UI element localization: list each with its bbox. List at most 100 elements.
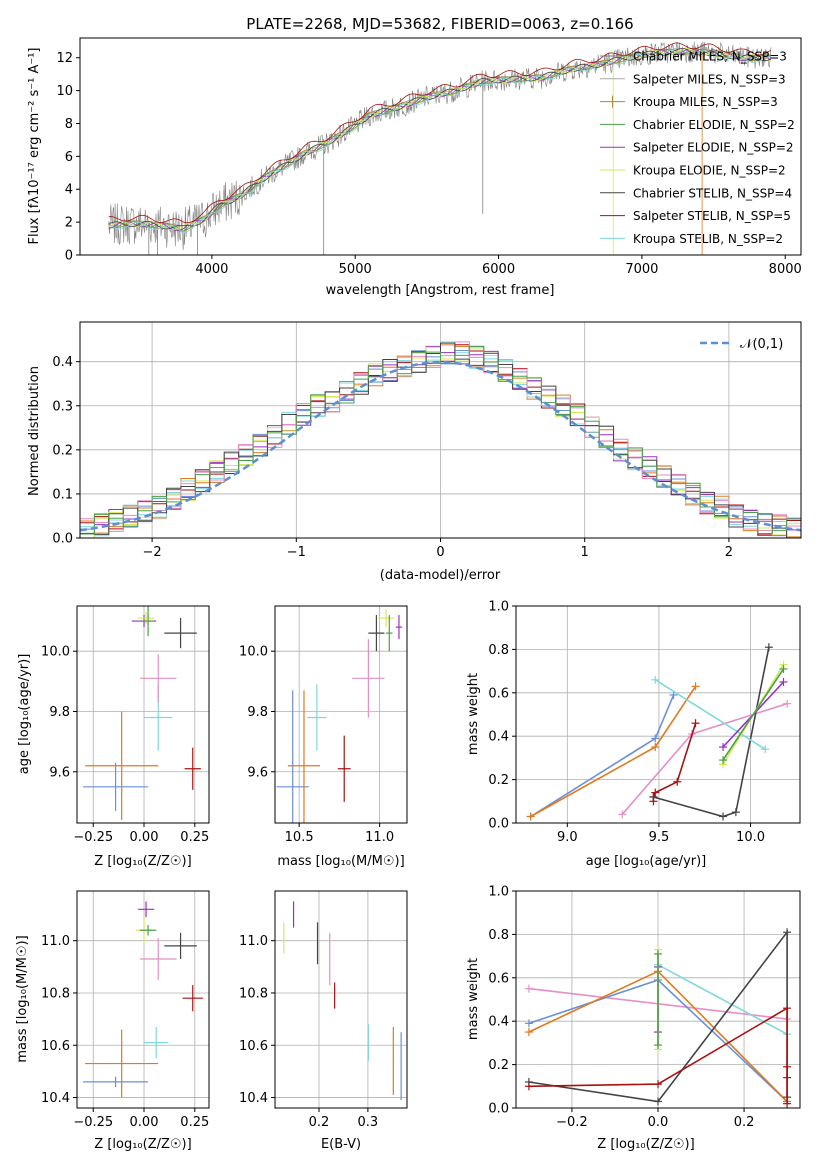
y-tick-label: 0.4 [52, 355, 73, 370]
y-tick-label: 11.0 [41, 934, 70, 949]
x-tick-label: −0.2 [556, 1115, 588, 1130]
weight-line [722, 668, 785, 761]
axes-frame [76, 605, 210, 824]
weight-line [654, 679, 766, 750]
z-weight-panel: −0.2 0.0 0.2 0.0 0.2 0.4 0.6 0.8 1.0 [488, 885, 801, 1130]
legend-entry-label: Salpeter MILES, N_SSP=3 [633, 72, 786, 86]
y-tick-label: 2 [65, 216, 73, 231]
plot-area [526, 643, 792, 821]
x-tick-label: 0.00 [130, 1115, 159, 1130]
x-tick-label: 0.2 [309, 1115, 330, 1130]
z-age-ylabel: age [log₁₀(age/yr)] [17, 654, 32, 775]
z-mass-ylabel: mass [log₁₀(M/M☉)] [15, 935, 30, 1062]
spectrum-xlabel: wavelength [Angstrom, rest frame] [326, 283, 555, 298]
x-tick-label: 11.0 [365, 830, 394, 845]
plot-area [83, 606, 201, 820]
x-tick-label: 10.5 [285, 830, 314, 845]
y-tick-label: 1.0 [488, 600, 509, 615]
y-tick-label: 10.6 [239, 1039, 268, 1054]
y-tick-label: 0.0 [488, 1102, 509, 1117]
axes-frame [274, 890, 408, 1109]
spectrum-ylabel: Flux [fλ10⁻¹⁷ erg cm⁻² s⁻¹ A⁻¹] [27, 48, 42, 245]
x-tick-label: 6000 [482, 262, 515, 277]
x-tick-label: 0.0 [648, 1115, 669, 1130]
x-tick-label: 2 [725, 545, 733, 560]
x-tick-label: 0 [436, 545, 444, 560]
ebv-mass-panel: 0.2 0.3 10.4 10.6 10.8 11.0 [239, 890, 408, 1130]
spectrum-legend: Chabrier MILES, N_SSP=3 Salpeter MILES, N… [600, 50, 795, 246]
x-tick-label: 0.3 [358, 1115, 379, 1130]
legend-entry-label: Chabrier ELODIE, N_SSP=2 [633, 118, 795, 132]
z-weight-xlabel: Z [log₁₀(Z/Z☉)] [597, 1137, 694, 1152]
axes-frame [76, 890, 210, 1109]
age-weight-panel: 9.0 9.5 10.0 0.0 0.2 0.4 0.6 0.8 1.0 [488, 600, 801, 845]
y-tick-label: 0.4 [488, 1015, 509, 1030]
y-tick-label: 0.6 [488, 971, 509, 986]
z-mass-xlabel: Z [log₁₀(Z/Z☉)] [94, 1137, 191, 1152]
weight-line [530, 685, 697, 818]
mass-age-xlabel: mass [log₁₀(M/M☉)] [277, 854, 404, 869]
z-age-xlabel: Z [log₁₀(Z/Z☉)] [94, 854, 191, 869]
x-tick-label: 9.0 [557, 830, 578, 845]
y-tick-label: 10.4 [239, 1091, 268, 1106]
x-tick-label: −0.25 [73, 830, 113, 845]
y-tick-label: 9.6 [247, 765, 268, 780]
y-tick-label: 0.2 [488, 773, 509, 788]
residual-ylabel: Normed distribution [27, 366, 42, 496]
weight-line [652, 722, 697, 802]
x-tick-label: −0.25 [73, 1115, 113, 1130]
z-age-panel: −0.25 0.00 0.25 9.6 9.8 10.0 [41, 605, 210, 845]
legend-entry-label: Kroupa STELIB, N_SSP=2 [633, 232, 783, 246]
x-tick-label: 0.25 [180, 830, 209, 845]
y-tick-label: 8 [65, 117, 73, 132]
x-tick-label: 7000 [625, 262, 658, 277]
y-tick-label: 12 [56, 51, 73, 66]
plot-area [83, 901, 203, 1098]
y-tick-label: 9.8 [49, 705, 70, 720]
y-tick-label: 10.4 [41, 1091, 70, 1106]
y-tick-label: 4 [65, 183, 73, 198]
y-tick-label: 0.2 [52, 443, 73, 458]
y-tick-label: 0.6 [488, 686, 509, 701]
plot-area [108, 41, 772, 255]
y-tick-label: 10.8 [239, 986, 268, 1001]
plot-area [80, 341, 801, 538]
model-spectrum-line [108, 47, 771, 231]
x-tick-label: 9.5 [649, 830, 670, 845]
y-tick-label: 10.8 [41, 986, 70, 1001]
ebv-mass-xlabel: E(B-V) [321, 1137, 361, 1152]
x-tick-label: −2 [143, 545, 162, 560]
gaussian-legend-label: 𝒩(0,1) [740, 337, 783, 352]
model-spectrum-line [108, 50, 771, 233]
model-spectrum-line [108, 47, 772, 230]
legend-entry-label: Kroupa MILES, N_SSP=3 [633, 95, 778, 109]
x-tick-label: 10.0 [736, 830, 765, 845]
weight-line [657, 964, 788, 1035]
y-tick-label: 0.0 [488, 817, 509, 832]
axes-frame [515, 605, 801, 824]
y-tick-label: 10.6 [41, 1039, 70, 1054]
y-tick-label: 0.8 [488, 928, 509, 943]
weight-line [530, 694, 675, 818]
weight-line [528, 1006, 788, 1104]
weight-line [621, 702, 788, 815]
legend-entry-label: Salpeter ELODIE, N_SSP=2 [633, 141, 794, 155]
z-mass-panel: −0.25 0.00 0.25 10.4 10.6 10.8 11.0 [41, 890, 210, 1130]
y-tick-label: 9.8 [247, 705, 268, 720]
residual-histogram-panel: −2 −1 0 1 2 0.0 0.1 0.2 0.3 0.4 [52, 321, 802, 560]
axes-frame [79, 37, 802, 256]
y-tick-label: 9.6 [49, 765, 70, 780]
x-tick-label: 4000 [195, 262, 228, 277]
legend-entry-label: Chabrier STELIB, N_SSP=4 [633, 186, 792, 200]
y-tick-label: 0.8 [488, 643, 509, 658]
y-tick-label: 0.4 [488, 730, 509, 745]
plot-area [283, 901, 402, 1101]
y-tick-label: 0.2 [488, 1058, 509, 1073]
y-tick-label: 11.0 [239, 934, 268, 949]
model-spectrum-line [108, 42, 772, 223]
x-tick-label: 5000 [339, 262, 372, 277]
observed-spectrum-line [108, 41, 772, 251]
x-tick-label: −1 [287, 545, 306, 560]
legend-entry-label: Salpeter STELIB, N_SSP=5 [633, 209, 791, 223]
